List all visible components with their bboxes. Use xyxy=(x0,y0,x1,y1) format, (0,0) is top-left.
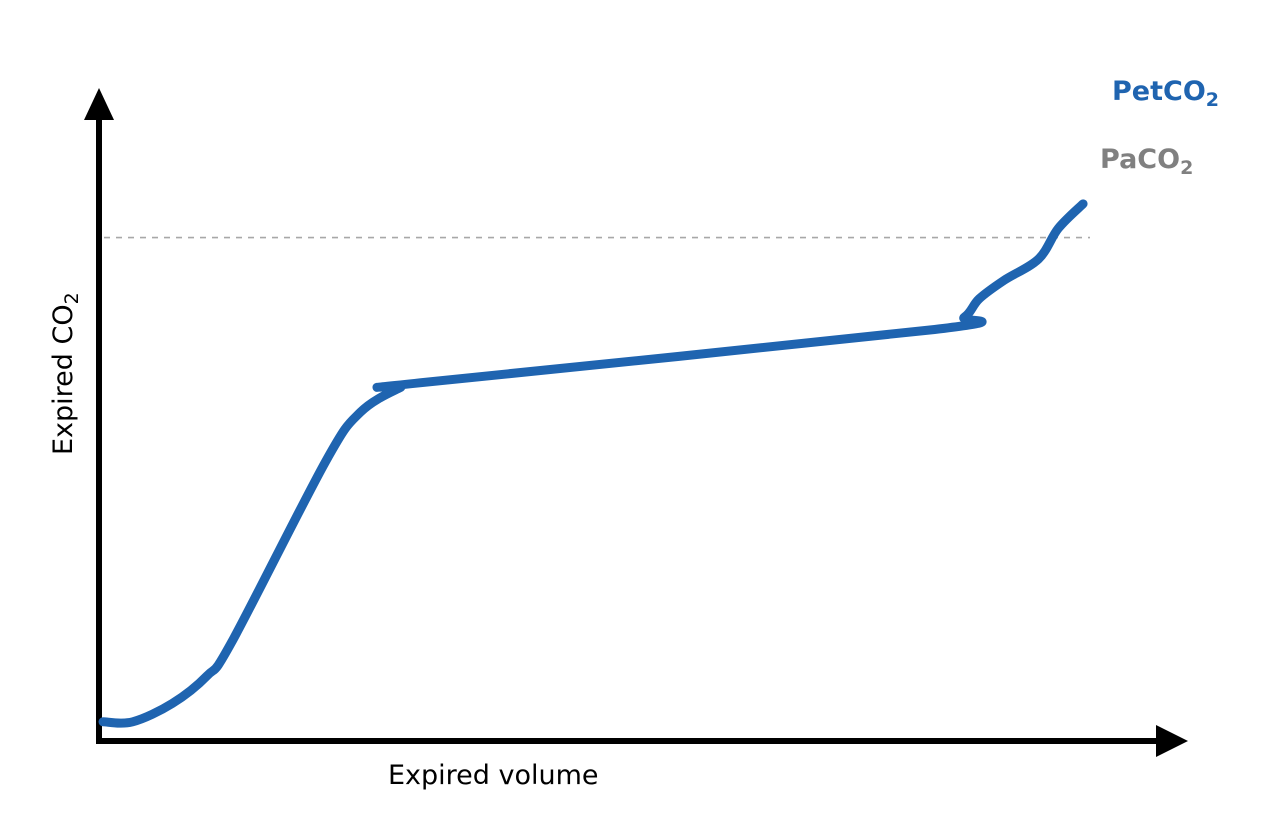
reference-label-paco2: PaCO2 xyxy=(1100,144,1193,179)
x-axis-arrowhead xyxy=(1156,725,1188,757)
reference-label-subscript: 2 xyxy=(1180,157,1193,179)
x-axis-label: Expired volume xyxy=(388,760,599,791)
y-axis-label-subscript: 2 xyxy=(61,292,83,304)
series-label-petco2: PetCO2 xyxy=(1112,76,1219,111)
y-axis-label: Expired CO2 xyxy=(48,292,83,455)
axes xyxy=(84,88,1188,757)
y-axis-label-main: Expired CO xyxy=(48,304,79,455)
series-lines xyxy=(98,199,1088,728)
series-label-main: PetCO xyxy=(1112,76,1206,107)
series-label-subscript: 2 xyxy=(1206,89,1219,111)
reference-label-main: PaCO xyxy=(1100,144,1180,175)
y-axis-arrowhead xyxy=(84,88,114,120)
series-line-0 xyxy=(98,199,1088,728)
